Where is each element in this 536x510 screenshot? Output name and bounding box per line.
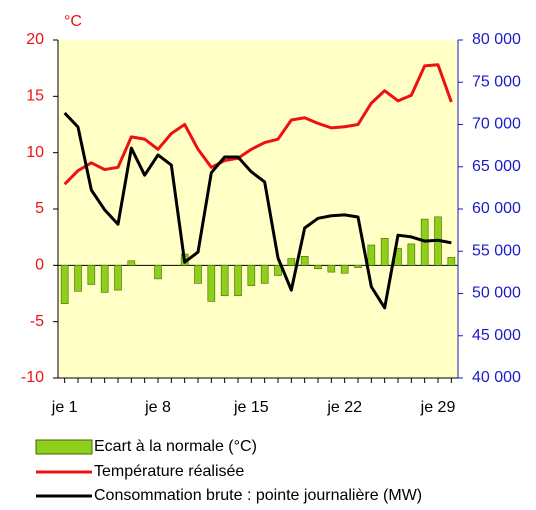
bar xyxy=(127,260,136,266)
x-tick-label: je 29 xyxy=(420,399,456,416)
y-tick-label: 15 xyxy=(26,88,44,105)
y-tick-label: -10 xyxy=(21,369,44,386)
bar xyxy=(220,265,229,297)
bar xyxy=(287,258,296,266)
bar xyxy=(274,265,282,276)
x-tick-label: je 1 xyxy=(51,399,78,416)
bar xyxy=(194,265,202,284)
y2-tick-label: 75 000 xyxy=(472,73,521,90)
y2-tick-label: 40 000 xyxy=(472,369,521,386)
bar xyxy=(367,244,376,266)
y2-tick-label: 60 000 xyxy=(472,200,521,217)
y-tick-label: 20 xyxy=(26,31,44,48)
bar xyxy=(447,257,456,266)
bar xyxy=(74,265,82,292)
legend-label: Température réalisée xyxy=(94,463,244,480)
y-tick-label: 0 xyxy=(35,257,44,274)
bar xyxy=(154,265,162,280)
line-series xyxy=(63,63,453,186)
y2-tick-label: 65 000 xyxy=(472,158,521,175)
bar xyxy=(114,265,122,291)
y-tick-label: 5 xyxy=(35,200,44,217)
bar xyxy=(234,265,242,297)
line-series xyxy=(63,111,452,310)
y2-tick-label: 45 000 xyxy=(472,327,521,344)
y-tick-label: 10 xyxy=(26,144,44,161)
legend-label: Consommation brute : pointe journalière … xyxy=(94,487,422,504)
y2-tick-label: 70 000 xyxy=(472,116,521,133)
y-axis-unit: °C xyxy=(64,13,82,30)
bar xyxy=(100,265,109,293)
y-tick-label: -5 xyxy=(30,313,44,330)
plot-area xyxy=(58,40,458,378)
legend-label: Ecart à la normale (°C) xyxy=(94,438,257,455)
bar xyxy=(207,265,216,302)
bar xyxy=(87,265,96,285)
bar xyxy=(260,265,269,284)
bar xyxy=(380,237,389,266)
y2-tick-label: 55 000 xyxy=(472,242,521,259)
bar xyxy=(327,265,336,273)
bar xyxy=(60,265,69,304)
bar xyxy=(407,243,416,266)
y2-tick-label: 80 000 xyxy=(472,31,521,48)
bar xyxy=(354,265,362,268)
legend-swatch xyxy=(35,439,93,455)
bar xyxy=(300,256,309,266)
x-tick-label: je 22 xyxy=(326,399,362,416)
bar xyxy=(247,265,256,286)
x-tick-label: je 8 xyxy=(144,399,171,416)
bar xyxy=(314,265,322,270)
x-tick-label: je 15 xyxy=(233,399,269,416)
bar xyxy=(340,265,349,274)
y2-tick-label: 50 000 xyxy=(472,285,521,302)
